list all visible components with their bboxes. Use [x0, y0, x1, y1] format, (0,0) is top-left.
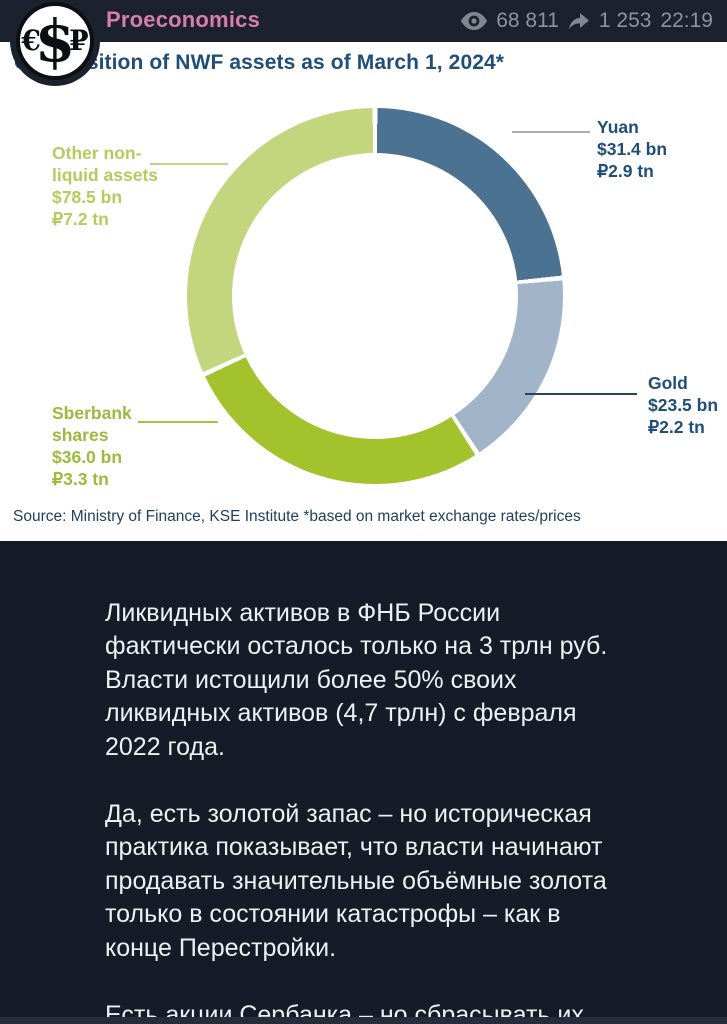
post-time: 22:19: [660, 9, 713, 32]
euro-symbol: €: [21, 24, 41, 57]
paragraph-liquid-assets: Ликвидных активов в ФНБ России фактическ…: [105, 598, 608, 761]
ruble-symbol: ₽: [69, 24, 89, 57]
views-count: 68 811: [496, 9, 559, 32]
channel-avatar[interactable]: € $ ₽: [10, 0, 100, 86]
chart-source: Source: Ministry of Finance, KSE Institu…: [13, 508, 581, 525]
chart-title: Composition of NWF assets as of March 1,…: [14, 51, 505, 74]
forward-arrow-icon: [568, 13, 589, 30]
other-non-liquid-assets-label: Other non- liquid assets $78.5 bn ₽7.2 t…: [52, 143, 159, 229]
gold-label: Gold $23.5 bn ₽2.2 tn: [648, 373, 719, 437]
paragraph-gold-reserve: Да, есть золотой запас – но историческая…: [105, 799, 607, 962]
other-assets-callout-line: [150, 163, 228, 165]
channel-name[interactable]: Proeconomics: [106, 7, 261, 32]
views-eye-icon: [461, 12, 488, 30]
currency-logo-icon: € $ ₽: [16, 2, 94, 80]
next-message-edge: [0, 1017, 727, 1024]
channel-header: Proeconomics 68 811 1 253 22:19: [0, 0, 727, 42]
donut-hole: [232, 153, 518, 439]
chart-image[interactable]: Composition of NWF assets as of March 1,…: [0, 42, 727, 541]
yuan-callout-line: [512, 131, 590, 133]
post-stats: 68 811 1 253 22:19: [461, 0, 713, 42]
dollar-symbol: $: [34, 6, 76, 75]
post-text: Ликвидных активов в ФНБ России фактическ…: [105, 563, 723, 1024]
sberbank-shares-label: Sberbank shares $36.0 bn ₽3.3 tn: [52, 403, 132, 489]
sberbank-callout-line: [138, 421, 218, 423]
gold-callout-line: [525, 393, 637, 395]
donut-chart: [187, 108, 563, 484]
post-body: Ликвидных активов в ФНБ России фактическ…: [0, 541, 727, 1024]
yuan-label: Yuan $31.4 bn ₽2.9 tn: [597, 117, 668, 181]
forwards-count: 1 253: [598, 9, 652, 32]
